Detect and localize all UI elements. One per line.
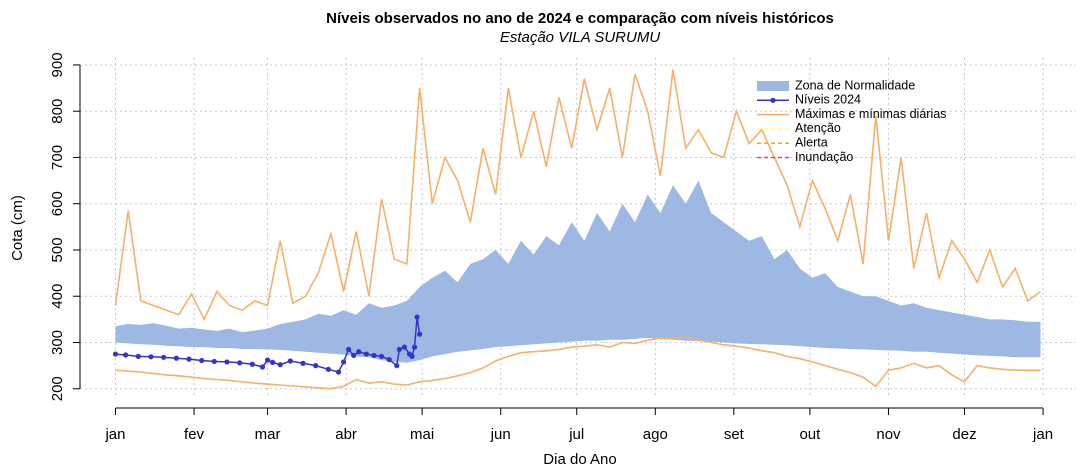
level-point bbox=[224, 359, 230, 365]
level-point bbox=[417, 331, 423, 337]
level-point bbox=[123, 352, 129, 358]
level-point bbox=[211, 358, 217, 365]
legend-label: Máximas e mínimas diárias bbox=[795, 107, 946, 121]
level-point bbox=[409, 353, 415, 359]
x-tick-label: mai bbox=[410, 426, 434, 443]
level-point bbox=[363, 351, 369, 357]
x-tick-label: jun bbox=[490, 426, 511, 443]
legend-label: Inundação bbox=[795, 150, 853, 164]
y-tick-label: 900 bbox=[49, 52, 66, 77]
x-tick-label: nov bbox=[876, 426, 901, 443]
level-point bbox=[277, 362, 283, 368]
level-point bbox=[199, 357, 205, 364]
x-tick-label: jan bbox=[1032, 426, 1053, 443]
chart-title: Níveis observados no ano de 2024 e compa… bbox=[326, 10, 834, 27]
legend-label: Atenção bbox=[795, 121, 841, 135]
x-tick-label: set bbox=[724, 426, 745, 443]
level-point bbox=[325, 366, 331, 372]
legend-swatch bbox=[770, 97, 776, 103]
level-point bbox=[148, 354, 154, 360]
level-point bbox=[249, 361, 255, 367]
level-point bbox=[270, 359, 276, 365]
level-point bbox=[401, 344, 407, 350]
level-point bbox=[356, 349, 362, 355]
normal-zone bbox=[115, 180, 1041, 363]
level-point bbox=[161, 354, 167, 360]
level-point bbox=[287, 358, 293, 364]
x-tick-label: fev bbox=[184, 426, 205, 443]
level-point bbox=[396, 346, 402, 353]
level-point bbox=[173, 355, 179, 361]
min-line bbox=[115, 336, 1041, 390]
y-tick-label: 400 bbox=[49, 284, 66, 309]
level-point bbox=[414, 314, 420, 320]
x-tick-label: jul bbox=[568, 426, 584, 443]
y-tick-label: 700 bbox=[49, 145, 66, 170]
level-point bbox=[300, 360, 306, 366]
y-tick-label: 600 bbox=[49, 191, 66, 216]
legend-label: Alerta bbox=[795, 135, 828, 149]
level-point bbox=[335, 369, 342, 375]
x-tick-label: jan bbox=[104, 426, 125, 443]
level-point bbox=[371, 352, 377, 359]
y-tick-label: 200 bbox=[49, 376, 66, 401]
level-point bbox=[346, 346, 352, 353]
y-axis-label: Cota (cm) bbox=[9, 195, 26, 261]
x-tick-label: dez bbox=[952, 426, 976, 443]
level-point bbox=[340, 359, 347, 365]
level-point bbox=[386, 357, 392, 363]
legend-swatch bbox=[757, 81, 789, 91]
y-tick-label: 300 bbox=[49, 330, 66, 355]
level-point bbox=[186, 356, 192, 362]
legend-label: Zona de Normalidade bbox=[795, 78, 915, 92]
x-tick-label: ago bbox=[643, 426, 668, 443]
x-tick-label: abr bbox=[335, 426, 357, 443]
level-point bbox=[237, 360, 243, 366]
level-point bbox=[313, 363, 319, 369]
level-point bbox=[259, 364, 266, 370]
x-tick-label: out bbox=[799, 426, 821, 443]
chart-subtitle: Estação VILA SURUMU bbox=[500, 29, 660, 46]
level-point bbox=[378, 353, 385, 359]
level-point bbox=[264, 357, 271, 363]
level-point bbox=[411, 344, 418, 350]
y-tick-label: 500 bbox=[49, 237, 66, 262]
level-point bbox=[112, 351, 119, 357]
y-tick-label: 800 bbox=[49, 99, 66, 124]
x-axis-label: Dia do Ano bbox=[543, 451, 616, 468]
level-point bbox=[351, 352, 357, 359]
level-point bbox=[394, 363, 400, 369]
max-line bbox=[114, 69, 1041, 322]
legend-label: Níveis 2024 bbox=[795, 93, 861, 107]
level-point bbox=[135, 353, 141, 359]
x-tick-label: mar bbox=[255, 426, 281, 443]
